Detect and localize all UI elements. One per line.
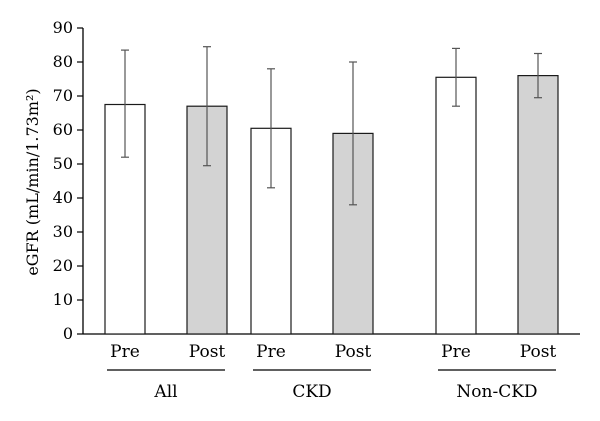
y-axis: 0 10 20 30 40 50 60 70 80 90 [53,18,580,343]
error-bars [121,46,542,206]
x-sub-label: Pre [441,342,471,362]
x-group-label: Non-CKD [456,382,537,402]
bars [104,74,559,335]
y-tick-label: 50 [53,154,73,173]
bar-non-ckd-pre [435,76,477,335]
y-tick-label: 70 [53,86,73,105]
y-tick-label: 40 [53,188,73,207]
y-tick-label: 10 [53,290,73,309]
y-tick-label: 0 [63,324,73,343]
y-axis-label: eGFR (mL/min/1.73m²) [23,88,42,275]
x-sub-label: Post [189,342,226,362]
x-sub-label: Pre [110,342,140,362]
y-tick-label: 90 [53,18,73,37]
x-group-label: CKD [292,382,331,402]
y-tick-label: 60 [53,120,73,139]
x-sub-label: Post [520,342,557,362]
y-tick-label: 80 [53,52,73,71]
bar-non-ckd-post [517,74,559,335]
x-group-label: All [153,382,177,402]
y-tick-label: 30 [53,222,73,241]
y-tick-label: 20 [53,256,73,275]
x-sub-label: Pre [256,342,286,362]
x-sub-label: Post [335,342,372,362]
